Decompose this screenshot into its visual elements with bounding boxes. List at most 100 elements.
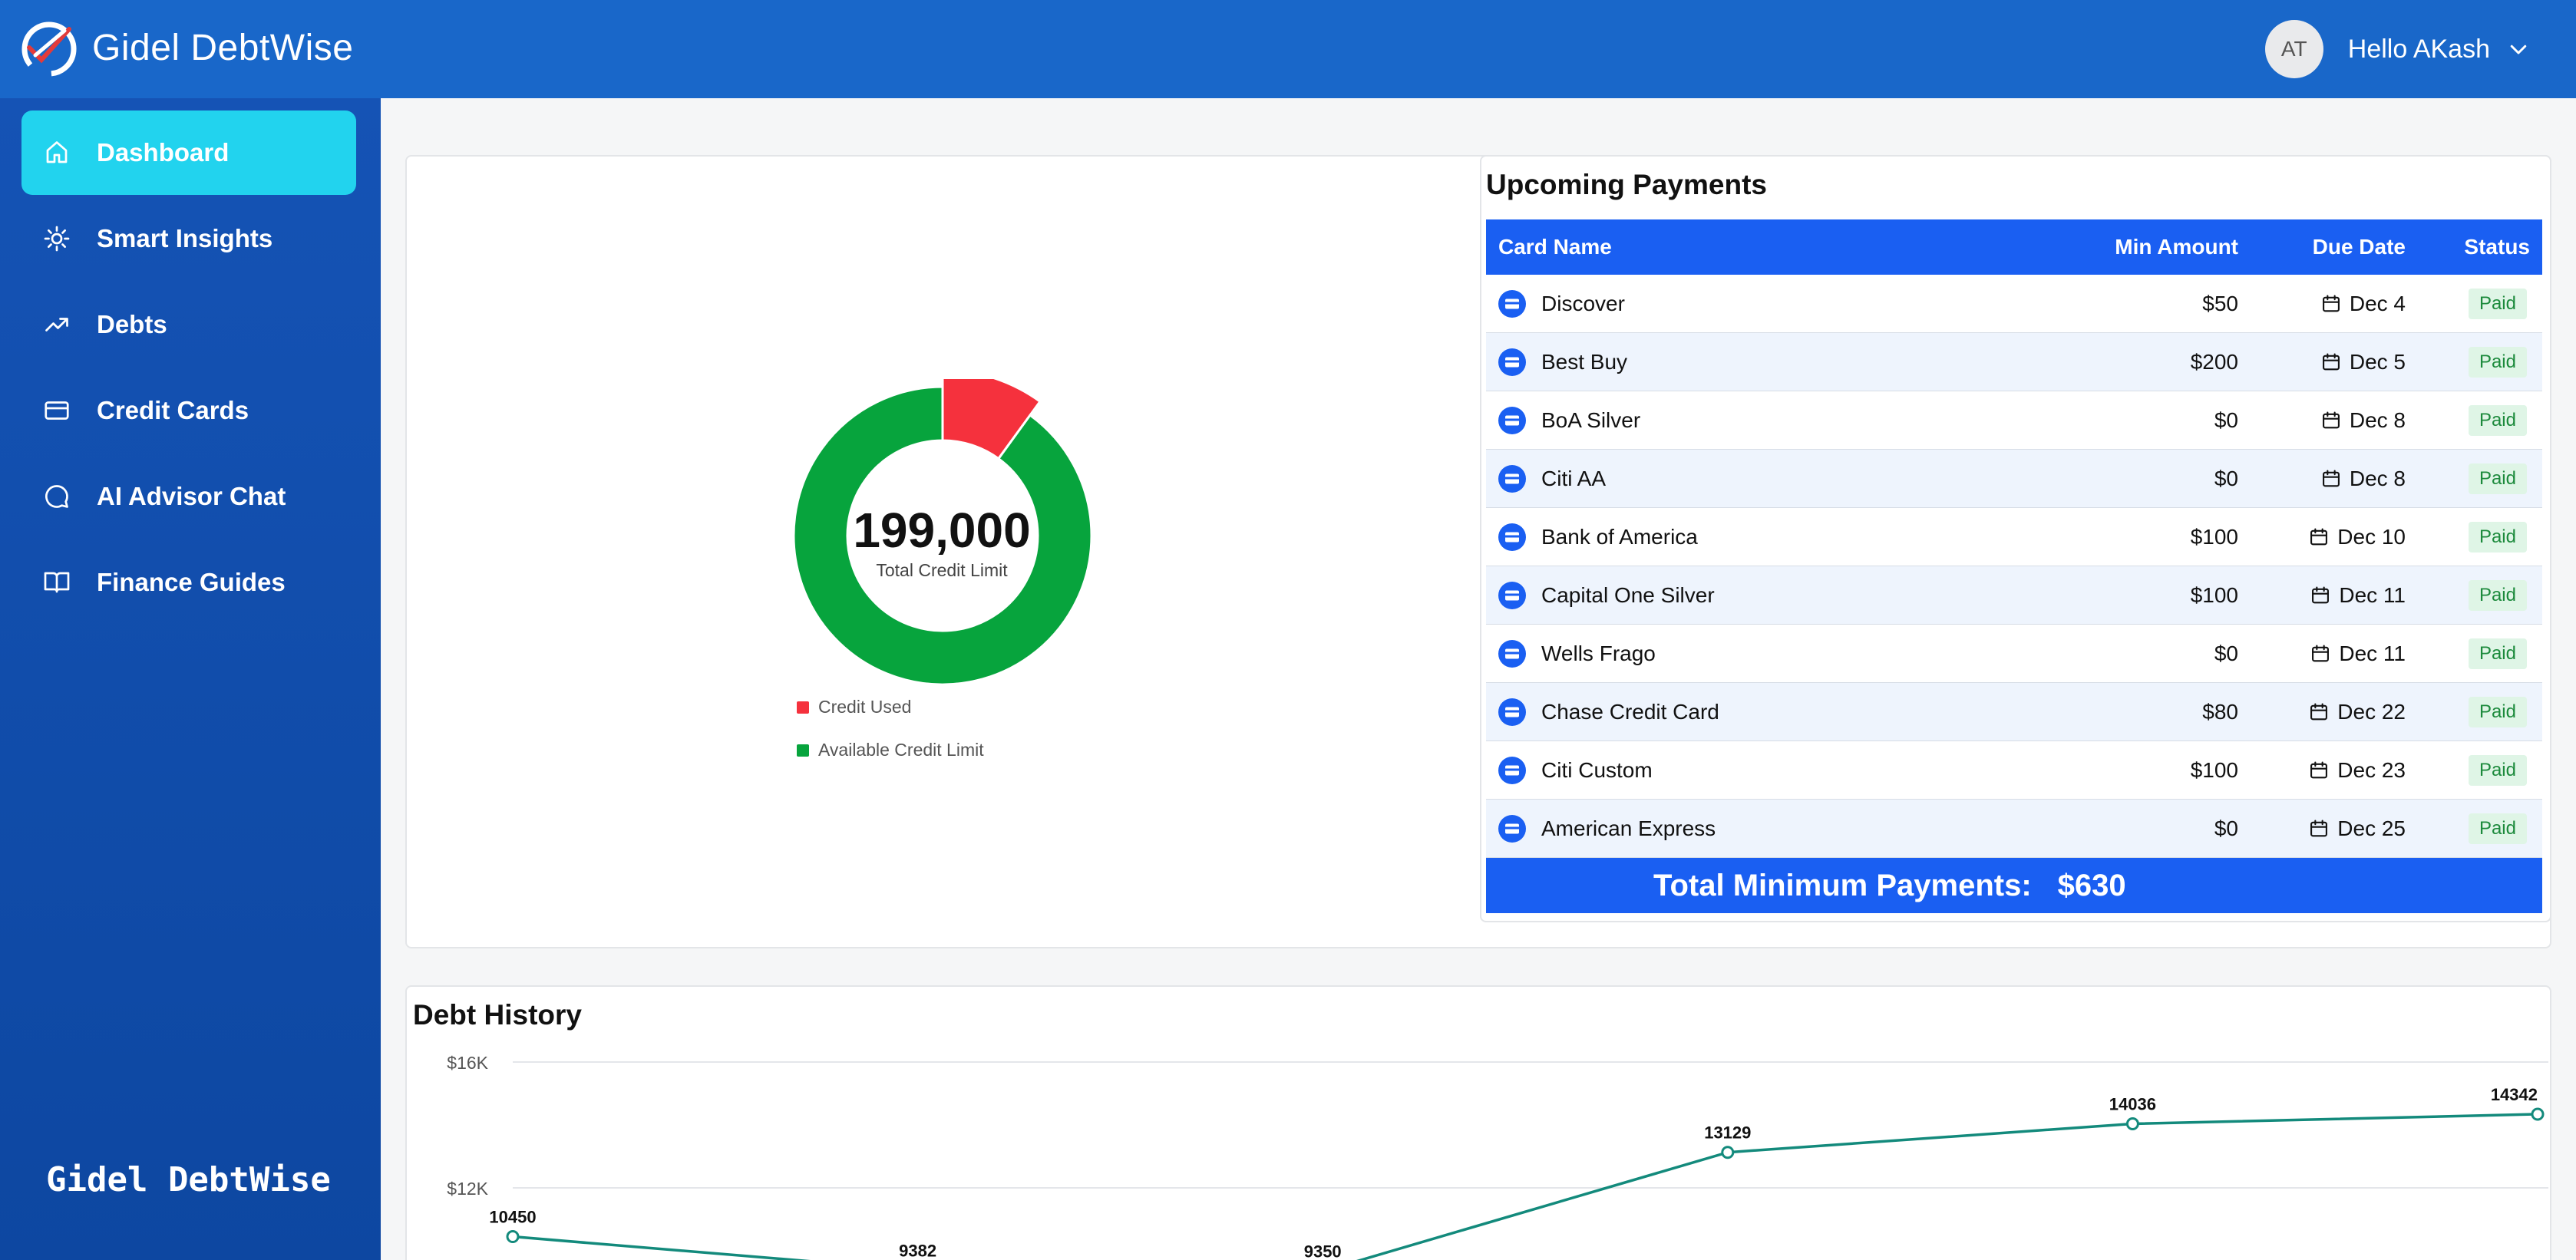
calendar-icon — [2322, 295, 2340, 312]
total-minimum-value: $630 — [2057, 868, 2126, 902]
card-name: Chase Credit Card — [1541, 700, 1719, 724]
user-menu[interactable]: AT Hello AKash — [2264, 20, 2530, 78]
data-label: 14342 — [2491, 1085, 2538, 1104]
due-date: Dec 4 — [2320, 292, 2406, 316]
column-header-card-name[interactable]: Card Name — [1498, 235, 1612, 259]
due-date-text: Dec 10 — [2337, 525, 2406, 549]
due-date: Dec 8 — [2320, 408, 2406, 433]
min-amount: $0 — [2214, 408, 2238, 432]
chevron-down-icon[interactable] — [2507, 38, 2530, 61]
sidebar-item-ai-advisor-chat[interactable]: AI Advisor Chat — [21, 454, 356, 539]
credit-card-icon — [1498, 348, 1526, 376]
calendar-icon — [2312, 586, 2330, 604]
calendar-icon — [2310, 528, 2328, 546]
y-tick-label: $16K — [447, 1053, 488, 1073]
credit-card-icon — [1498, 290, 1526, 318]
due-date-text: Dec 4 — [2349, 292, 2406, 315]
due-date-text: Dec 11 — [2339, 583, 2406, 607]
table-row[interactable]: Discover $50 Dec 4 Paid — [1486, 275, 2542, 333]
data-label: 14036 — [2109, 1095, 2156, 1114]
credit-card-icon — [1498, 465, 1526, 493]
due-date: Dec 22 — [2308, 700, 2406, 724]
credit-card-icon — [1498, 815, 1526, 843]
sidebar: Dashboard Smart Insights Debts Credit Ca… — [0, 98, 381, 1260]
table-row[interactable]: Capital One Silver $100 Dec 11 Paid — [1486, 566, 2542, 625]
brand[interactable]: Gidel DebtWise — [18, 17, 353, 78]
data-point[interactable] — [2531, 1107, 2545, 1121]
total-minimum-label: Total Minimum Payments: — [1653, 868, 2032, 902]
calendar-icon — [2312, 645, 2330, 662]
sidebar-item-smart-insights[interactable]: Smart Insights — [21, 196, 356, 281]
status-badge: Paid — [2468, 813, 2527, 844]
sidebar-item-finance-guides[interactable]: Finance Guides — [21, 540, 356, 625]
upcoming-payments-title: Upcoming Payments — [1486, 169, 1767, 200]
min-amount: $100 — [2190, 525, 2238, 549]
min-amount: $200 — [2190, 350, 2238, 374]
sidebar-item-debts[interactable]: Debts — [21, 282, 356, 367]
column-header-due-date[interactable]: Due Date — [2312, 235, 2406, 259]
table-row[interactable]: Best Buy $200 Dec 5 Paid — [1486, 333, 2542, 391]
legend-swatch — [797, 744, 809, 757]
column-header-status[interactable]: Status — [2464, 235, 2530, 259]
calendar-icon — [2310, 703, 2328, 721]
data-point[interactable] — [1721, 1146, 1735, 1159]
brand-logo-icon — [21, 21, 77, 77]
calendar-icon — [2310, 820, 2328, 837]
sidebar-footer-brand: Gidel DebtWise — [46, 1160, 331, 1199]
legend-item-available-credit[interactable]: Available Credit Limit — [797, 740, 984, 760]
table-row[interactable]: Wells Frago $0 Dec 11 Paid — [1486, 625, 2542, 683]
table-row[interactable]: Citi Custom $100 Dec 23 Paid — [1486, 741, 2542, 800]
credit-donut-chart — [792, 379, 1093, 686]
card-name: Bank of America — [1541, 525, 1698, 549]
table-row[interactable]: Citi AA $0 Dec 8 Paid — [1486, 450, 2542, 508]
user-greeting[interactable]: Hello AKash — [2347, 34, 2490, 64]
due-date-text: Dec 5 — [2349, 350, 2406, 374]
status-badge: Paid — [2468, 289, 2527, 319]
data-point[interactable] — [506, 1230, 520, 1244]
sidebar-item-label: Smart Insights — [97, 224, 273, 252]
column-header-min-amount[interactable]: Min Amount — [2115, 235, 2238, 259]
due-date: Dec 25 — [2308, 816, 2406, 841]
due-date: Dec 8 — [2320, 467, 2406, 491]
card-name: Best Buy — [1541, 350, 1628, 374]
upcoming-payments-panel — [1480, 155, 2551, 922]
due-date-text: Dec 8 — [2349, 408, 2406, 432]
sidebar-item-label: Debts — [97, 310, 167, 338]
book-open-icon — [44, 572, 70, 593]
credit-card-icon — [1498, 582, 1526, 609]
card-name: BoA Silver — [1541, 408, 1641, 432]
donut-slice-available-credit-limit[interactable] — [792, 385, 1093, 686]
table-row[interactable]: Chase Credit Card $80 Dec 22 Paid — [1486, 683, 2542, 741]
sidebar-item-dashboard[interactable]: Dashboard — [21, 110, 356, 195]
home-icon — [46, 141, 68, 163]
credit-card-icon — [1498, 698, 1526, 726]
donut-slice-credit-used[interactable] — [941, 379, 1042, 460]
due-date-text: Dec 11 — [2339, 642, 2406, 665]
sidebar-item-label: Dashboard — [97, 138, 230, 167]
top-header: Gidel DebtWise AT Hello AKash — [0, 0, 2576, 98]
due-date: Dec 11 — [2310, 583, 2406, 608]
table-row[interactable]: BoA Silver $0 Dec 8 Paid — [1486, 391, 2542, 450]
data-label: 9382 — [899, 1241, 936, 1260]
total-credit-label: Total Credit Limit — [876, 560, 1008, 580]
legend-label: Credit Used — [818, 697, 912, 717]
status-badge: Paid — [2468, 638, 2527, 669]
due-date-text: Dec 23 — [2337, 758, 2406, 782]
due-date: Dec 10 — [2308, 525, 2406, 549]
credit-card-icon — [1498, 523, 1526, 551]
calendar-icon — [2322, 470, 2340, 487]
min-amount: $0 — [2214, 816, 2238, 840]
min-amount: $0 — [2214, 467, 2238, 490]
data-point[interactable] — [2125, 1117, 2139, 1131]
debt-history-title: Debt History — [413, 999, 582, 1031]
data-label: 10450 — [489, 1208, 536, 1227]
min-amount: $100 — [2190, 758, 2238, 782]
table-row[interactable]: American Express $0 Dec 25 Paid — [1486, 800, 2542, 858]
sidebar-item-credit-cards[interactable]: Credit Cards — [21, 368, 356, 453]
debt-history-line — [512, 1113, 2538, 1260]
credit-card-icon — [1498, 407, 1526, 434]
table-row[interactable]: Bank of America $100 Dec 10 Paid — [1486, 508, 2542, 566]
legend-item-credit-used[interactable]: Credit Used — [797, 697, 911, 717]
avatar[interactable]: AT — [2264, 20, 2323, 78]
